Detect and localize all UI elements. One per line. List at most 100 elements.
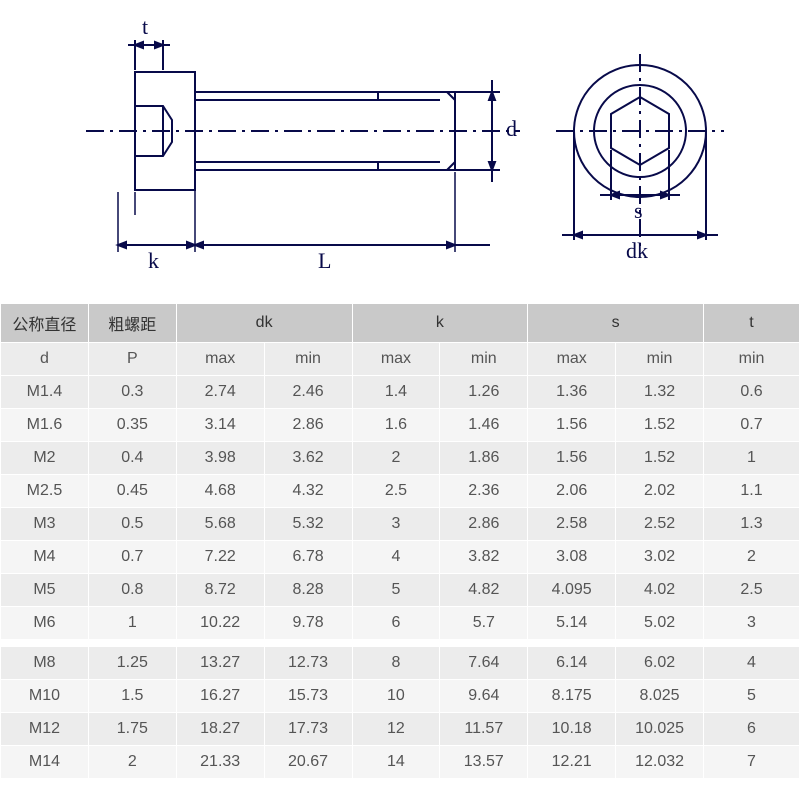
table-cell: 5.7: [440, 607, 528, 640]
table-cell: 0.4: [88, 442, 176, 475]
sh-5: min: [440, 343, 528, 376]
table-cell: 5: [352, 574, 440, 607]
table-subheader-row: d P max min max min max min min: [1, 343, 800, 376]
table-cell: 4.095: [528, 574, 616, 607]
table-cell: 6.02: [616, 647, 704, 680]
label-k: k: [148, 248, 159, 274]
table-header-row: 公称直径 粗螺距 dk k s t: [1, 304, 800, 343]
table-row: M2.50.454.684.322.52.362.062.021.1: [1, 475, 800, 508]
table-cell: 0.6: [704, 376, 800, 409]
table-cell: 10.025: [616, 713, 704, 746]
table-cell: 6.14: [528, 647, 616, 680]
table-cell: 5.32: [264, 508, 352, 541]
table-cell: M3: [1, 508, 89, 541]
page-root: t d k L s dk 公称直径 粗螺距 dk k s t: [0, 0, 800, 800]
table-cell: 1.56: [528, 409, 616, 442]
table-cell: M6: [1, 607, 89, 640]
table-cell: 0.7: [88, 541, 176, 574]
table-cell: 11.57: [440, 713, 528, 746]
table-cell: 4: [352, 541, 440, 574]
table-cell: 3.82: [440, 541, 528, 574]
table-cell: 8.025: [616, 680, 704, 713]
table-cell: 13.27: [176, 647, 264, 680]
table-cell: 2.46: [264, 376, 352, 409]
table-cell: M5: [1, 574, 89, 607]
table-cell: 2.58: [528, 508, 616, 541]
table-cell: 8: [352, 647, 440, 680]
table-cell: 7: [704, 746, 800, 779]
label-L: L: [318, 248, 331, 274]
table-cell: 21.33: [176, 746, 264, 779]
table-cell: M2.5: [1, 475, 89, 508]
table-cell: 2.36: [440, 475, 528, 508]
table-row: M40.77.226.7843.823.083.022: [1, 541, 800, 574]
table-cell: 10.22: [176, 607, 264, 640]
table-cell: 1.52: [616, 442, 704, 475]
table-cell: 6.78: [264, 541, 352, 574]
table-cell: 0.7: [704, 409, 800, 442]
h-p: 粗螺距: [88, 304, 176, 343]
table-row: M1.60.353.142.861.61.461.561.520.7: [1, 409, 800, 442]
table-cell: 12.21: [528, 746, 616, 779]
table-cell: 12.73: [264, 647, 352, 680]
table-cell: 2.5: [352, 475, 440, 508]
table-cell: 5.02: [616, 607, 704, 640]
table-cell: 2: [352, 442, 440, 475]
table-cell: 8.175: [528, 680, 616, 713]
table-cell: 2: [88, 746, 176, 779]
table-cell: 1: [704, 442, 800, 475]
table-cell: 1.25: [88, 647, 176, 680]
table-row: M6110.229.7865.75.145.023: [1, 607, 800, 640]
table-cell: 5.68: [176, 508, 264, 541]
table-cell: 2.02: [616, 475, 704, 508]
table-cell: 5.14: [528, 607, 616, 640]
table-cell: M14: [1, 746, 89, 779]
table-cell: 8.72: [176, 574, 264, 607]
table-cell: 4.68: [176, 475, 264, 508]
table-cell: 20.67: [264, 746, 352, 779]
table-cell: 4: [704, 647, 800, 680]
table-row: M121.7518.2717.731211.5710.1810.0256: [1, 713, 800, 746]
h-dk: dk: [176, 304, 352, 343]
table-gap: [1, 640, 800, 647]
table-cell: 2.5: [704, 574, 800, 607]
sh-2: max: [176, 343, 264, 376]
table-cell: 13.57: [440, 746, 528, 779]
table-cell: 1.6: [352, 409, 440, 442]
table-cell: 7.22: [176, 541, 264, 574]
table-row: M20.43.983.6221.861.561.521: [1, 442, 800, 475]
table-cell: 3.08: [528, 541, 616, 574]
table-cell: 2.86: [264, 409, 352, 442]
table-cell: 9.64: [440, 680, 528, 713]
table-cell: 1.3: [704, 508, 800, 541]
table-cell: 16.27: [176, 680, 264, 713]
table-cell: 3.62: [264, 442, 352, 475]
label-d: d: [506, 116, 517, 142]
table-cell: 7.64: [440, 647, 528, 680]
table-cell: 3.14: [176, 409, 264, 442]
sh-3: min: [264, 343, 352, 376]
table-cell: 9.78: [264, 607, 352, 640]
sh-4: max: [352, 343, 440, 376]
table-cell: 1.75: [88, 713, 176, 746]
spec-table: 公称直径 粗螺距 dk k s t d P max min max min ma…: [0, 303, 800, 779]
table-row: M101.516.2715.73109.648.1758.0255: [1, 680, 800, 713]
table-cell: M1.6: [1, 409, 89, 442]
table-cell: 3.98: [176, 442, 264, 475]
table-cell: 5: [704, 680, 800, 713]
table-cell: 1.46: [440, 409, 528, 442]
table-cell: 6: [704, 713, 800, 746]
table-cell: 4.32: [264, 475, 352, 508]
table-cell: 0.8: [88, 574, 176, 607]
table-cell: 1.5: [88, 680, 176, 713]
table-cell: 4.02: [616, 574, 704, 607]
table-cell: 0.5: [88, 508, 176, 541]
table-cell: 0.3: [88, 376, 176, 409]
table-cell: 1.86: [440, 442, 528, 475]
sh-7: min: [616, 343, 704, 376]
table-cell: 14: [352, 746, 440, 779]
table-cell: M8: [1, 647, 89, 680]
table-cell: 8.28: [264, 574, 352, 607]
table-cell: 1.1: [704, 475, 800, 508]
table-cell: 4.82: [440, 574, 528, 607]
